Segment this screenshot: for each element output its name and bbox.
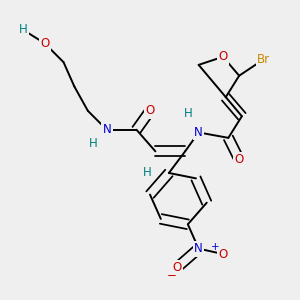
Text: O: O <box>146 104 154 117</box>
Text: H: H <box>19 23 27 36</box>
Text: O: O <box>172 261 182 274</box>
Text: Br: Br <box>257 53 270 66</box>
Text: H: H <box>89 137 98 150</box>
Text: N: N <box>194 242 203 255</box>
Text: O: O <box>218 248 228 260</box>
Text: H: H <box>143 167 152 179</box>
Text: N: N <box>194 126 203 139</box>
Text: N: N <box>102 123 111 136</box>
Text: O: O <box>218 50 228 63</box>
Text: O: O <box>40 37 49 50</box>
Text: H: H <box>184 107 192 120</box>
Text: −: − <box>167 269 177 282</box>
Text: O: O <box>235 153 244 166</box>
Text: +: + <box>211 242 219 252</box>
